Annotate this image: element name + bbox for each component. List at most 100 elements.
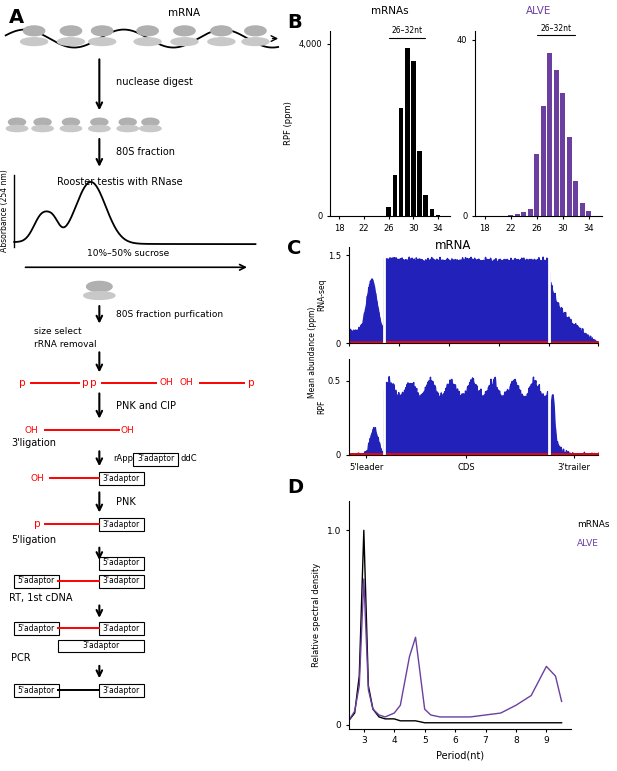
Ellipse shape (91, 26, 113, 35)
Bar (547, 53, 552, 216)
Bar (411, 61, 416, 216)
Text: 3'adaptor: 3'adaptor (82, 641, 119, 650)
Ellipse shape (86, 281, 112, 291)
Text: 80S fraction: 80S fraction (117, 146, 175, 157)
Ellipse shape (89, 126, 110, 132)
Bar (573, 180, 578, 216)
Ellipse shape (60, 26, 81, 35)
Title: ALVE: ALVE (526, 6, 551, 16)
Text: p: p (33, 520, 40, 529)
Text: OH: OH (179, 379, 193, 388)
FancyBboxPatch shape (99, 557, 144, 570)
Text: 3'adaptor: 3'adaptor (103, 520, 140, 529)
Text: 80S fraction purfication: 80S fraction purfication (117, 310, 223, 319)
Text: OH: OH (24, 426, 38, 435)
FancyBboxPatch shape (14, 622, 59, 635)
Bar (560, 93, 565, 216)
Text: 26–32nt: 26–32nt (392, 26, 423, 35)
Text: ALVE: ALVE (577, 539, 598, 548)
Bar (586, 211, 591, 216)
FancyBboxPatch shape (133, 453, 178, 466)
Ellipse shape (84, 291, 115, 299)
Ellipse shape (6, 126, 28, 132)
Bar (392, 175, 397, 216)
Text: p: p (90, 378, 97, 388)
Ellipse shape (134, 38, 161, 45)
Text: p: p (248, 378, 254, 388)
Bar (399, 108, 404, 216)
Ellipse shape (137, 26, 158, 35)
Text: mRNA: mRNA (436, 239, 471, 252)
Text: p: p (82, 378, 88, 388)
Bar (417, 151, 422, 216)
Text: rApp: rApp (114, 454, 133, 463)
Text: 5'adaptor: 5'adaptor (18, 685, 55, 695)
Text: PNK and CIP: PNK and CIP (117, 401, 176, 411)
Text: 3'adaptor: 3'adaptor (103, 473, 140, 483)
Text: Rooster testis with RNase: Rooster testis with RNase (57, 177, 183, 187)
Text: mRNAs: mRNAs (577, 520, 610, 529)
Bar (553, 70, 558, 216)
Text: C: C (287, 239, 301, 258)
Ellipse shape (89, 38, 115, 45)
Bar (521, 212, 526, 216)
Text: 3'adaptor: 3'adaptor (103, 576, 140, 585)
Text: 5'ligation: 5'ligation (11, 535, 57, 544)
Bar (534, 154, 539, 216)
FancyBboxPatch shape (99, 684, 144, 697)
Text: Absorbance (254 nm): Absorbance (254 nm) (0, 170, 9, 252)
Ellipse shape (242, 38, 269, 45)
Y-axis label: RPF (ppm): RPF (ppm) (284, 102, 293, 145)
Text: OH: OH (121, 426, 135, 435)
Ellipse shape (245, 26, 266, 35)
Ellipse shape (140, 126, 161, 132)
Y-axis label: RPF: RPF (318, 399, 326, 414)
Text: PCR: PCR (11, 653, 31, 663)
Text: Mean abundance (ppm): Mean abundance (ppm) (308, 307, 317, 399)
Bar (515, 214, 520, 216)
Bar (436, 214, 441, 216)
Text: PNK: PNK (117, 497, 136, 507)
Bar (508, 215, 513, 216)
Text: mRNA: mRNA (168, 8, 201, 18)
Text: 5'adaptor: 5'adaptor (103, 558, 140, 567)
Text: OH: OH (30, 473, 44, 483)
Bar (580, 203, 584, 216)
Ellipse shape (91, 118, 108, 126)
Ellipse shape (20, 38, 48, 45)
Text: p: p (19, 378, 26, 388)
Ellipse shape (142, 118, 159, 126)
Text: RT, 1st cDNA: RT, 1st cDNA (9, 593, 72, 602)
Ellipse shape (117, 126, 138, 132)
Text: 3'adaptor: 3'adaptor (103, 685, 140, 695)
Bar (386, 207, 391, 216)
Text: B: B (287, 13, 302, 32)
FancyBboxPatch shape (99, 622, 144, 635)
Bar (540, 106, 545, 216)
Ellipse shape (23, 26, 44, 35)
Ellipse shape (174, 26, 195, 35)
Text: rRNA removal: rRNA removal (34, 340, 97, 349)
FancyBboxPatch shape (99, 518, 144, 531)
Ellipse shape (34, 118, 51, 126)
FancyBboxPatch shape (99, 575, 144, 588)
Ellipse shape (9, 118, 25, 126)
Bar (429, 209, 434, 216)
Text: size select: size select (34, 327, 81, 336)
Ellipse shape (32, 126, 53, 132)
Text: A: A (9, 8, 23, 27)
Y-axis label: RNA-seq: RNA-seq (318, 278, 326, 311)
Text: 3'adaptor: 3'adaptor (103, 624, 140, 633)
Ellipse shape (171, 38, 198, 45)
Bar (566, 136, 571, 216)
Ellipse shape (211, 26, 232, 35)
Bar (423, 195, 428, 216)
Text: OH: OH (159, 379, 173, 388)
Ellipse shape (57, 38, 85, 45)
Text: ddC: ddC (180, 454, 197, 463)
Bar (405, 48, 410, 216)
Text: nuclease digest: nuclease digest (117, 77, 193, 87)
Ellipse shape (119, 118, 136, 126)
Text: 3'adaptor: 3'adaptor (137, 454, 174, 463)
Text: 3'ligation: 3'ligation (11, 439, 56, 448)
